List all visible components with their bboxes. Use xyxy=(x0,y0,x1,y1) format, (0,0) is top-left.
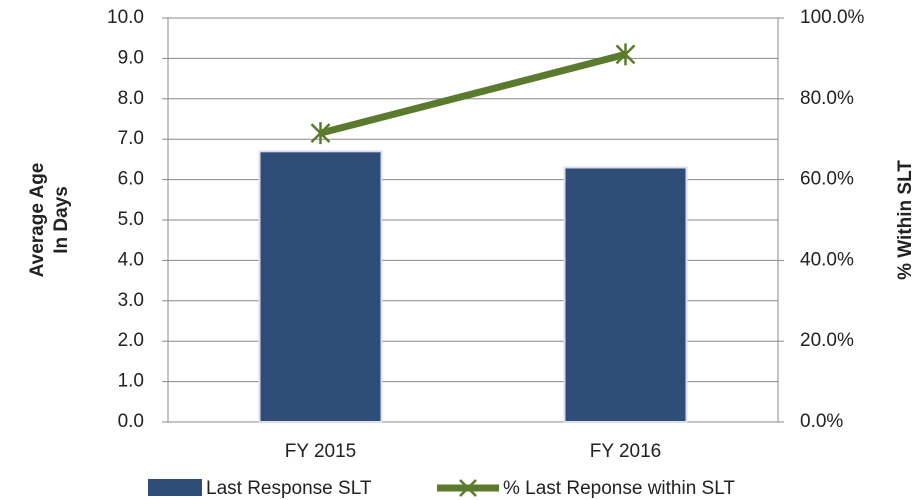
y2-tick-label: 80.0% xyxy=(800,88,854,109)
y-tick-label: 3.0 xyxy=(118,290,144,311)
y-tick-label: 10.0 xyxy=(107,7,144,28)
y-tick-label: 4.0 xyxy=(118,249,144,270)
y2-tick-label: 0.0% xyxy=(800,411,843,432)
y2-tick-label: 20.0% xyxy=(800,330,854,351)
y-axis-label: In Days xyxy=(51,186,72,254)
legend-label: Last Response SLT xyxy=(206,478,372,499)
y-tick-label: 7.0 xyxy=(118,128,144,149)
y-axis-label: Average Age xyxy=(27,163,48,278)
y2-tick-label: 40.0% xyxy=(800,249,854,270)
x-tick-label: FY 2016 xyxy=(590,441,661,462)
y2-tick-label: 60.0% xyxy=(800,169,854,190)
y2-axis-label: % Within SLT xyxy=(895,160,916,280)
y-tick-label: 6.0 xyxy=(118,169,144,190)
y-tick-label: 2.0 xyxy=(118,330,144,351)
marker xyxy=(615,43,636,66)
legend-label: % Last Reponse within SLT xyxy=(503,478,735,499)
line xyxy=(319,50,627,137)
bar xyxy=(563,166,688,423)
y-tick-label: 0.0 xyxy=(118,411,144,432)
x-tick-label: FY 2015 xyxy=(285,441,356,462)
bar xyxy=(258,150,383,423)
y-tick-label: 1.0 xyxy=(118,371,144,392)
y-tick-label: 5.0 xyxy=(118,209,144,230)
y-tick-label: 9.0 xyxy=(118,47,144,68)
marker xyxy=(310,122,331,145)
legend-marker xyxy=(459,479,477,497)
legend-swatch xyxy=(148,479,202,496)
y-tick-label: 8.0 xyxy=(118,88,144,109)
y2-tick-label: 100.0% xyxy=(800,7,865,28)
